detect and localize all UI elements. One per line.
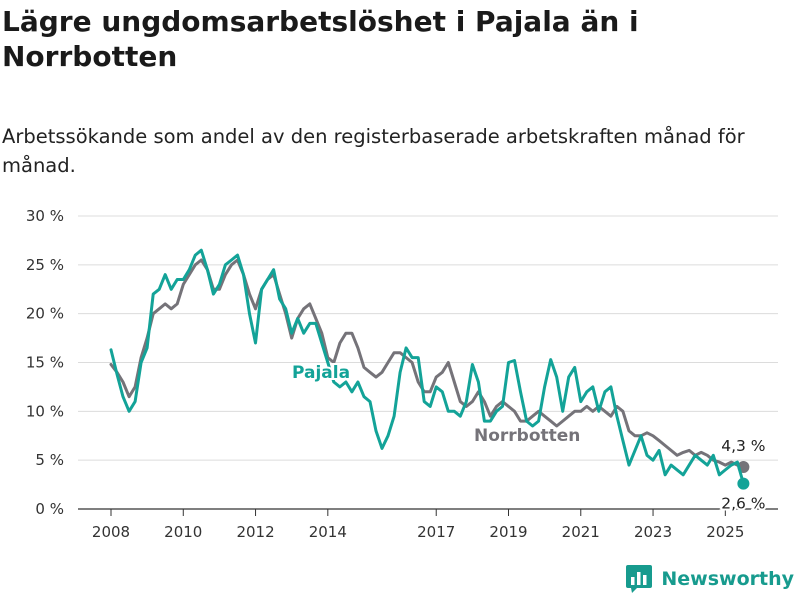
- brand-name: Newsworthy: [661, 568, 794, 590]
- x-tick-label: 2017: [417, 523, 455, 541]
- x-tick-label: 2014: [309, 523, 347, 541]
- series-line-norrbotten: [109, 258, 745, 469]
- x-tick-label: 2025: [706, 523, 744, 541]
- end-label-pajala: 2,6 %: [721, 495, 765, 513]
- x-tick-label: 2019: [489, 523, 527, 541]
- y-tick-label: 15 %: [26, 354, 64, 372]
- y-tick-label: 0 %: [35, 500, 64, 518]
- x-tick-label: 2021: [562, 523, 600, 541]
- y-tick-label: 25 %: [26, 256, 64, 274]
- x-tick-label: 2012: [236, 523, 274, 541]
- series-label-norrbotten: Norrbotten: [474, 426, 580, 446]
- x-axis: 2008 2010 2012 2014 2017 2019 2021 2023 2025: [92, 509, 744, 541]
- y-tick-label: 30 %: [26, 207, 64, 225]
- series-line-pajala: [109, 248, 745, 486]
- chart-subtitle: Arbetssökande som andel av den registerb…: [2, 125, 745, 177]
- y-tick-label: 20 %: [26, 305, 64, 323]
- bar-chart-icon: [626, 565, 653, 593]
- y-tick-label: 5 %: [35, 451, 64, 469]
- chart-title: Lägre ungdomsarbetslöshet i Pajala än i …: [2, 5, 639, 73]
- x-tick-label: 2023: [634, 523, 672, 541]
- y-tick-label: 10 %: [26, 402, 64, 420]
- x-tick-label: 2008: [92, 523, 130, 541]
- brand-logo: Newsworthy: [625, 564, 794, 594]
- series-lines: [109, 248, 750, 490]
- series-labels: Pajala Norrbotten 4,3 % 2,6 %: [290, 361, 768, 515]
- end-label-norrbotten: 4,3 %: [721, 437, 765, 455]
- y-axis-labels: 0 % 5 % 10 % 15 % 20 % 25 % 30 %: [26, 207, 64, 518]
- series-label-pajala: Pajala: [292, 363, 350, 383]
- end-point-pajala: [737, 477, 750, 490]
- x-tick-label: 2010: [164, 523, 202, 541]
